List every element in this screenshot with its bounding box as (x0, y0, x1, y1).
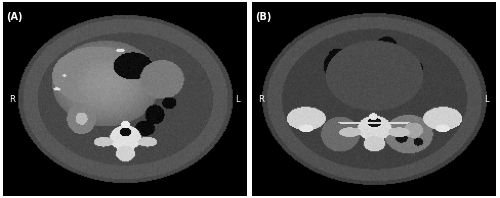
Text: R: R (258, 94, 264, 104)
Text: R: R (8, 94, 14, 104)
Text: L: L (484, 94, 489, 104)
Text: L: L (235, 94, 240, 104)
Text: (B): (B) (256, 12, 272, 22)
Text: (A): (A) (6, 12, 23, 22)
